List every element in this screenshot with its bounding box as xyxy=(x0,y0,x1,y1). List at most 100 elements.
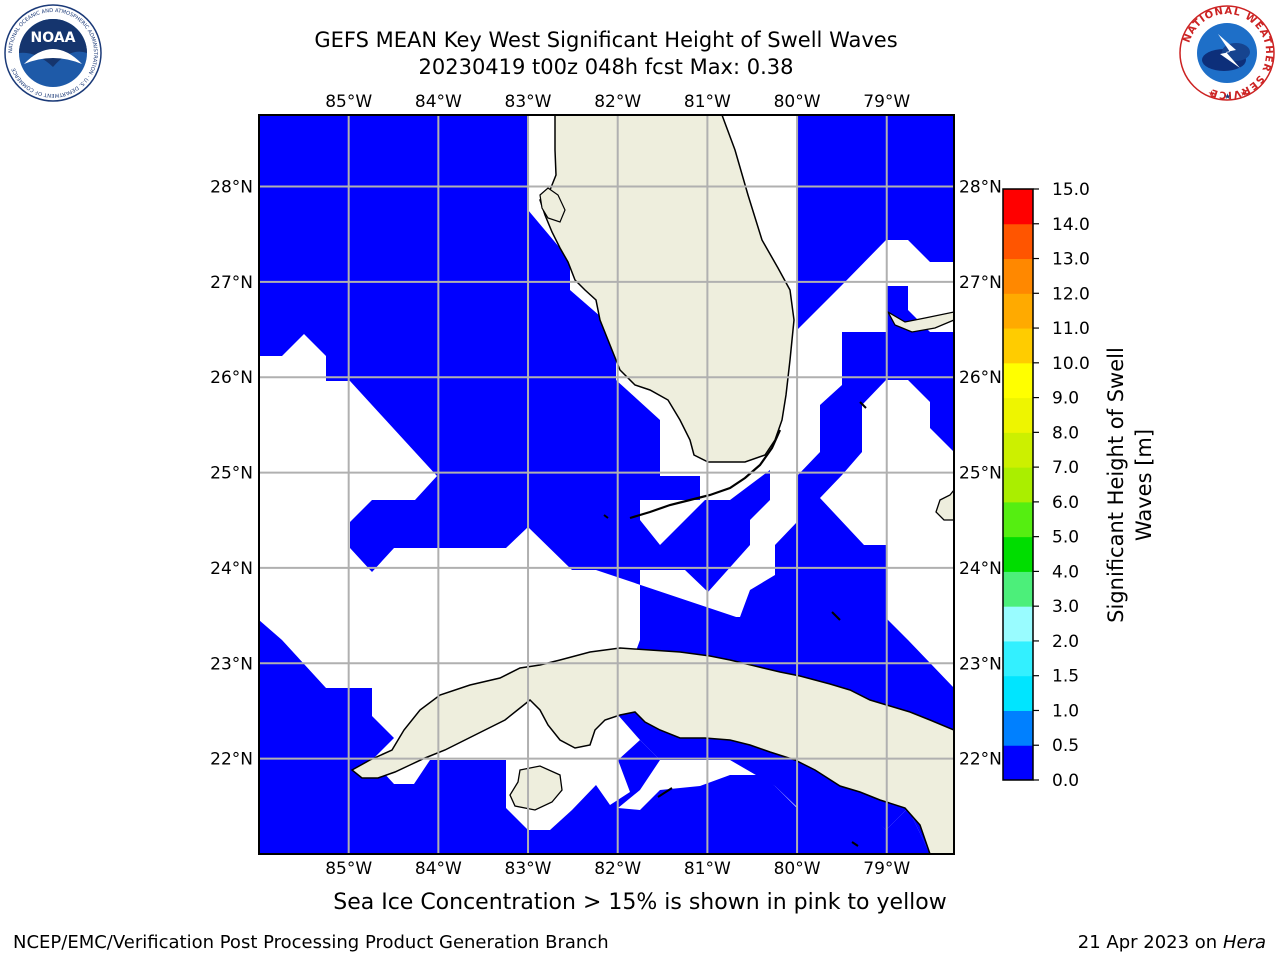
colorbar xyxy=(1003,189,1033,781)
colorbar-tick-label: 7.0 xyxy=(1052,458,1079,478)
colorbar-tick-label: 5.0 xyxy=(1052,528,1079,548)
lat-tick-label: 27°N xyxy=(210,273,253,293)
chart-title: GEFS MEAN Key West Significant Height of… xyxy=(314,28,898,52)
colorbar-tick-label: 1.0 xyxy=(1052,701,1079,721)
lat-tick-label: 28°N xyxy=(959,178,1002,198)
colorbar-tick-label: 4.0 xyxy=(1052,562,1079,582)
colorbar-tick-label: 6.0 xyxy=(1052,493,1079,513)
land-florida-west-panhandle xyxy=(539,187,566,223)
credit-left: NCEP/EMC/Verification Post Processing Pr… xyxy=(13,932,609,953)
lat-tick-label: 23°N xyxy=(959,654,1002,674)
svg-text:★: ★ xyxy=(1240,89,1247,98)
colorbar-tick-label: 3.0 xyxy=(1052,597,1079,617)
chart-subtitle: 20230419 t00z 048h fcst Max: 0.38 xyxy=(418,55,794,79)
lon-tick-label: 81°W xyxy=(684,92,731,112)
colorbar-tick-label: 9.0 xyxy=(1052,389,1079,409)
island-2 xyxy=(657,787,673,798)
lat-tick-label: 25°N xyxy=(959,464,1002,484)
lat-tick-label: 26°N xyxy=(210,368,253,388)
land-cuba xyxy=(350,647,954,854)
colorbar-bin xyxy=(1003,432,1033,468)
colorbar-label-line1: Significant Height of Swell xyxy=(1104,347,1128,623)
colorbar-tick-label: 12.0 xyxy=(1052,284,1090,304)
lon-tick-label: 80°W xyxy=(774,859,821,879)
colorbar-label-line2: Waves [m] xyxy=(1132,428,1156,542)
colorbar-tick-label: 8.0 xyxy=(1052,423,1079,443)
colorbar-bin xyxy=(1003,536,1033,572)
lon-tick-label: 82°W xyxy=(594,859,641,879)
lon-tick-label: 79°W xyxy=(863,92,910,112)
lat-tick-label: 24°N xyxy=(210,559,253,579)
florida-keys xyxy=(629,429,782,520)
lon-labels-bottom: 85°W 84°W 83°W 82°W 81°W 80°W 79°W xyxy=(325,859,910,879)
credit-host: Hera xyxy=(1222,932,1266,953)
lat-tick-label: 24°N xyxy=(959,559,1002,579)
lat-tick-label: 22°N xyxy=(210,750,253,770)
colorbar-tick-label: 0.0 xyxy=(1052,771,1079,791)
colorbar-frame xyxy=(1002,188,1034,781)
lon-tick-label: 80°W xyxy=(774,92,821,112)
lon-tick-label: 81°W xyxy=(684,859,731,879)
colorbar-bin xyxy=(1003,189,1033,225)
lat-labels-right: 28°N 27°N 26°N 25°N 24°N 23°N 22°N xyxy=(959,178,1002,770)
colorbar-tick-label: 2.0 xyxy=(1052,632,1079,652)
colorbar-bin xyxy=(1003,571,1033,607)
lat-tick-label: 28°N xyxy=(210,178,253,198)
colorbar-bin xyxy=(1003,328,1033,364)
colorbar-bin xyxy=(1003,397,1033,433)
lon-tick-label: 84°W xyxy=(415,92,462,112)
sea-ice-note: Sea Ice Concentration > 15% is shown in … xyxy=(333,890,947,915)
land-bahamas-grand xyxy=(886,310,954,333)
map-frame xyxy=(258,114,955,855)
colorbar-bin xyxy=(1003,606,1033,642)
nws-logo: NATIONAL WEATHER SERVICE ★ ★ ★ xyxy=(1179,5,1275,101)
land-bahamas-andros xyxy=(935,488,954,521)
colorbar-tick-label: 1.5 xyxy=(1052,667,1079,687)
lon-tick-label: 85°W xyxy=(325,859,372,879)
colorbar-bin xyxy=(1003,710,1033,746)
island-4 xyxy=(859,401,867,409)
colorbar-bin xyxy=(1003,362,1033,399)
colorbar-bin xyxy=(1003,675,1033,711)
lon-tick-label: 79°W xyxy=(863,859,910,879)
credit-date: 21 Apr 2023 on xyxy=(1077,932,1223,953)
island-5 xyxy=(603,514,609,519)
credit-right: 21 Apr 2023 on Hera xyxy=(1078,932,1266,953)
colorbar-bin xyxy=(1003,640,1033,677)
colorbar-bin xyxy=(1003,501,1033,538)
island-1 xyxy=(831,611,841,621)
gridlines xyxy=(259,115,954,854)
colorbar-bin xyxy=(1003,745,1033,781)
colorbar-bin xyxy=(1003,258,1033,294)
lon-labels-top: 85°W 84°W 83°W 82°W 81°W 80°W 79°W xyxy=(325,92,910,112)
colorbar-bin xyxy=(1003,467,1033,503)
land-florida xyxy=(539,115,795,463)
svg-text:★: ★ xyxy=(1208,89,1215,98)
lon-tick-label: 83°W xyxy=(505,859,552,879)
colorbar-bin xyxy=(1003,293,1033,329)
land-isle-of-youth xyxy=(509,765,563,811)
noaa-logo-text: NOAA xyxy=(31,30,76,46)
lon-tick-label: 82°W xyxy=(594,92,641,112)
colorbar-tick-label: 0.5 xyxy=(1052,736,1079,756)
colorbar-tick-label: 11.0 xyxy=(1052,319,1090,339)
lon-tick-label: 85°W xyxy=(325,92,372,112)
lat-tick-label: 26°N xyxy=(959,368,1002,388)
lat-tick-label: 25°N xyxy=(210,464,253,484)
lat-tick-label: 23°N xyxy=(210,654,253,674)
lat-tick-label: 27°N xyxy=(959,273,1002,293)
lon-tick-label: 83°W xyxy=(505,92,552,112)
lon-tick-label: 84°W xyxy=(415,859,462,879)
lat-tick-label: 22°N xyxy=(959,750,1002,770)
colorbar-tick-label: 10.0 xyxy=(1052,354,1090,374)
island-3 xyxy=(851,841,859,847)
swell-region-straits xyxy=(259,570,954,854)
colorbar-bin xyxy=(1003,223,1033,260)
colorbar-tick-label: 15.0 xyxy=(1052,180,1090,200)
swell-region-atlantic-north xyxy=(797,115,954,330)
svg-text:★: ★ xyxy=(1224,92,1231,101)
colorbar-ticks: 15.0 14.0 13.0 12.0 11.0 10.0 9.0 8.0 7.0 6.0 5.0 4… xyxy=(1033,180,1090,791)
colorbar-tick-label: 13.0 xyxy=(1052,250,1090,270)
noaa-logo: NATIONAL OCEANIC AND ATMOSPHERIC ADMINIS… xyxy=(4,4,102,102)
